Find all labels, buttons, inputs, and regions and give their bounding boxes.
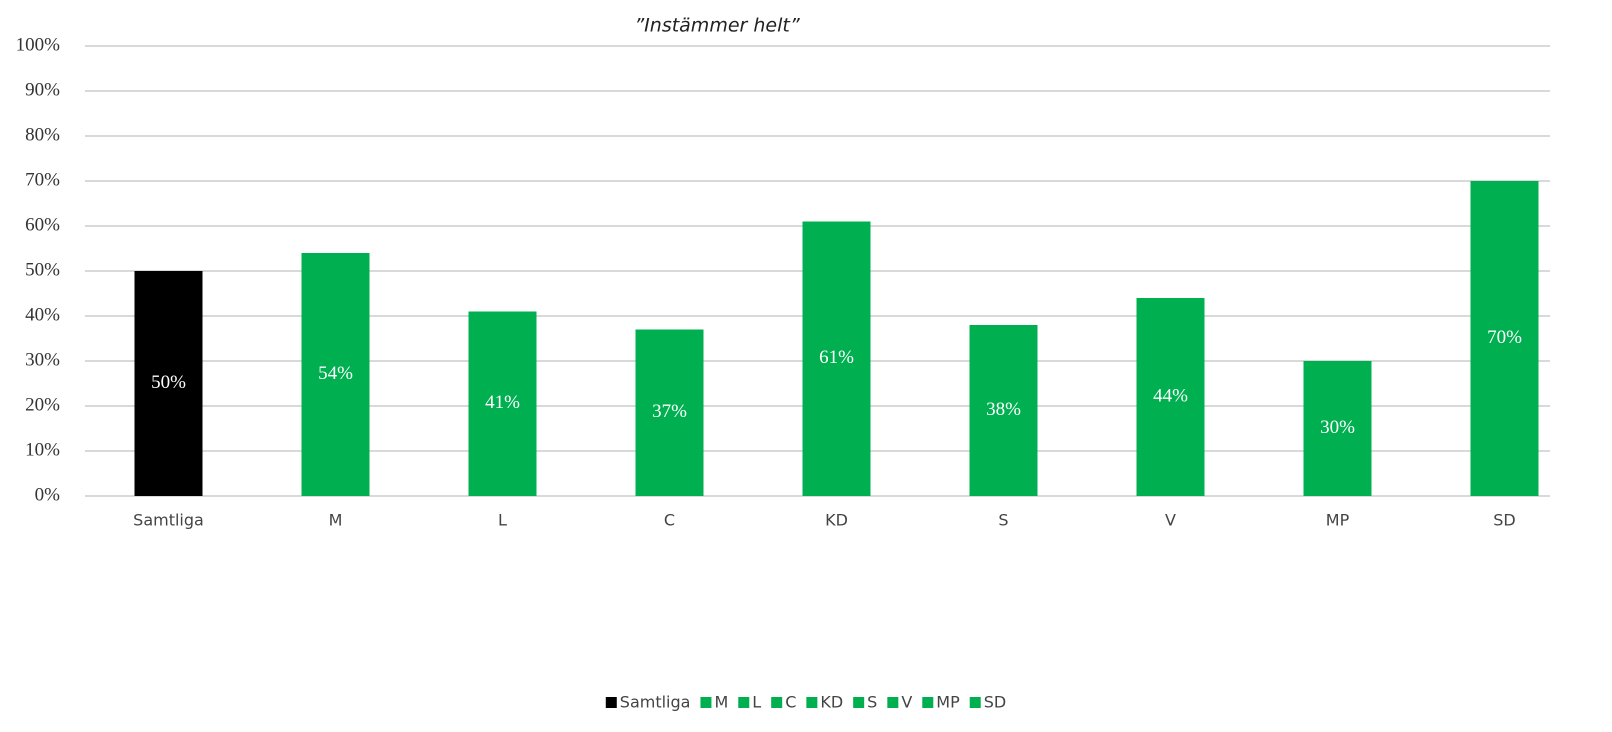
bar	[1303, 361, 1372, 496]
legend-swatch	[922, 697, 934, 708]
value-label: 61%	[819, 347, 854, 368]
y-tick-label: 20%	[25, 394, 60, 415]
x-tick-label: KD	[825, 511, 848, 530]
legend-label: MP	[936, 693, 960, 712]
x-tick-label: M	[329, 511, 343, 530]
y-tick-label: 70%	[25, 169, 60, 190]
bar	[969, 325, 1038, 496]
bar	[301, 253, 370, 496]
legend-swatch	[969, 697, 981, 708]
legend-label: V	[901, 693, 912, 712]
legend-label: L	[752, 693, 761, 712]
legend-label: SD	[984, 693, 1006, 712]
y-tick-label: 10%	[25, 439, 60, 460]
y-tick-label: 90%	[25, 79, 60, 100]
bar	[1136, 298, 1205, 496]
y-tick-label: 30%	[25, 349, 60, 370]
bar	[802, 221, 871, 496]
x-tick-label: S	[998, 511, 1008, 530]
value-label: 30%	[1320, 417, 1355, 438]
value-label: 44%	[1153, 385, 1188, 406]
bar	[635, 329, 704, 496]
bar	[134, 271, 203, 496]
y-tick-label: 0%	[35, 484, 61, 505]
legend-label: KD	[820, 693, 843, 712]
legend-label: Samtliga	[620, 693, 691, 712]
legend-label: C	[785, 693, 796, 712]
legend: Samtliga M L C KD S V MP SD	[605, 693, 1006, 712]
legend-swatch	[771, 697, 783, 708]
value-label: 41%	[485, 392, 520, 413]
legend-swatch	[853, 697, 865, 708]
bar	[468, 311, 537, 496]
legend-label: M	[714, 693, 728, 712]
value-label: 37%	[652, 401, 687, 422]
value-label: 38%	[986, 399, 1021, 420]
legend-label: S	[867, 693, 877, 712]
y-tick-label: 100%	[16, 34, 61, 55]
value-label: 50%	[151, 372, 186, 393]
x-tick-label: SD	[1493, 511, 1515, 530]
x-tick-label: MP	[1326, 511, 1350, 530]
y-tick-label: 60%	[25, 214, 60, 235]
x-tick-label: Samtliga	[133, 511, 204, 530]
x-tick-label: C	[664, 511, 675, 530]
x-tick-label: V	[1165, 511, 1176, 530]
value-label: 54%	[318, 363, 353, 384]
y-tick-label: 80%	[25, 124, 60, 145]
legend-swatch	[605, 697, 617, 708]
chart-title: ”Instämmer helt”	[634, 15, 799, 37]
legend-swatch	[700, 697, 712, 708]
y-tick-label: 50%	[25, 259, 60, 280]
value-label: 70%	[1487, 327, 1522, 348]
legend-swatch	[738, 697, 750, 708]
x-tick-label: L	[498, 511, 507, 530]
legend-swatch	[806, 697, 818, 708]
bar	[1470, 181, 1539, 496]
legend-swatch	[887, 697, 899, 708]
y-tick-label: 40%	[25, 304, 60, 325]
